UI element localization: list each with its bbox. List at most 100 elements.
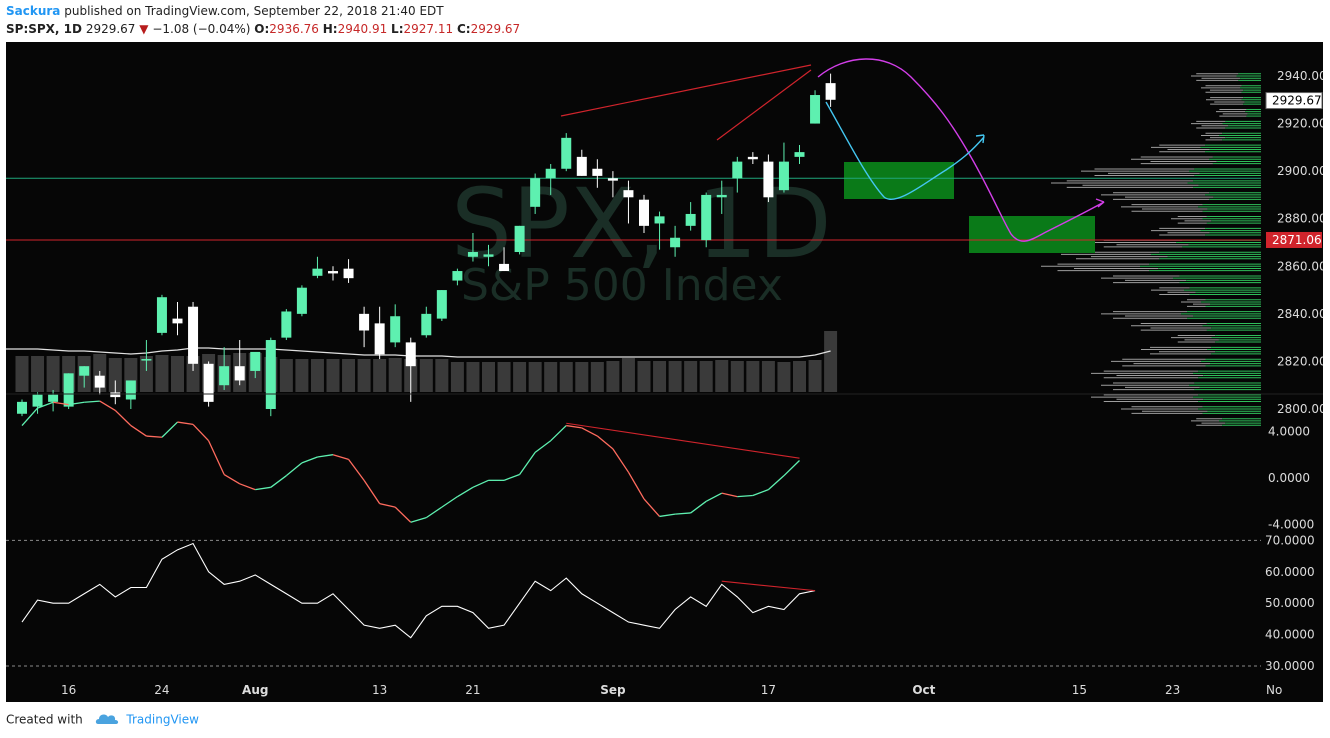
candle-body (172, 318, 183, 324)
macd-segment (177, 421, 194, 426)
candle-body (701, 194, 712, 241)
price-axis-label: 2920.00 (1277, 117, 1323, 131)
rsi-axis-label: 40.0000 (1265, 628, 1315, 642)
candle-body (79, 366, 90, 376)
open-value: 2936.76 (269, 22, 319, 36)
macd-segment (239, 483, 256, 491)
trendline-upper (560, 64, 812, 117)
volume-bar (171, 356, 184, 392)
volume-bar (15, 356, 29, 392)
candle-body (188, 306, 199, 364)
rsi-axis-label: 70.0000 (1265, 533, 1315, 547)
author-link[interactable]: Sackura (6, 4, 61, 18)
candle-body (794, 152, 805, 157)
volume-bar (279, 359, 293, 392)
macd-segment (99, 400, 116, 411)
volume-bar (186, 356, 200, 392)
rsi-axis-label: 30.0000 (1265, 659, 1315, 673)
volume-bar (668, 361, 682, 392)
volume-bar (653, 361, 667, 392)
price-label-text: 2929.67 (1272, 94, 1322, 108)
volume-bar (637, 361, 651, 392)
volume-bar (544, 362, 558, 392)
macd-segment (566, 424, 582, 429)
rsi-line (21, 542, 816, 639)
macd-segment (192, 423, 210, 442)
volume-bar (730, 361, 744, 392)
time-axis-label: 23 (1165, 683, 1180, 697)
price-label-text: 2871.06 (1272, 233, 1322, 247)
price-axis-label: 2860.00 (1277, 259, 1323, 273)
candle-body (483, 254, 494, 257)
price-axis-label: 2840.00 (1277, 307, 1323, 321)
volume-bar (31, 356, 45, 392)
candle-body (281, 311, 292, 338)
macd-segment (317, 454, 334, 458)
volume-bar (342, 359, 356, 392)
candle-body (778, 161, 789, 191)
low-value: 2927.11 (403, 22, 454, 36)
trendline-lower (716, 69, 812, 141)
volume-bar (590, 362, 604, 392)
candle-body (716, 194, 727, 198)
projection-arrow-cyan (975, 134, 985, 144)
volume-bar (606, 361, 620, 392)
high-value: 2940.91 (337, 22, 388, 36)
chart-area[interactable]: SPX, 1D S&P 500 Index 2940.00 2920.00 2900.0… (6, 42, 1323, 702)
candle-body (296, 287, 307, 314)
volume-bar (793, 361, 806, 392)
macd-segment (457, 486, 474, 498)
candle-body (359, 313, 370, 331)
macd-segment (285, 462, 303, 477)
volume-bar (326, 359, 340, 392)
macd-segment (519, 451, 536, 475)
volume-bar (497, 362, 511, 392)
volume-bar (575, 362, 589, 392)
time-axis-label: 15 (1072, 683, 1087, 697)
tradingview-link[interactable]: TradingView (126, 712, 199, 727)
price-axis-label: 2820.00 (1277, 354, 1323, 368)
price-change: −1.08 (−0.04%) (152, 22, 251, 36)
macd-segment (379, 502, 396, 508)
candle-body (328, 271, 338, 274)
price-label-box (1266, 231, 1322, 248)
macd-segment (659, 513, 676, 518)
high-label: H: (322, 22, 338, 36)
candle-body (670, 237, 681, 248)
macd-segment (410, 516, 427, 523)
macd-axis-label: 0.0000 (1268, 471, 1310, 485)
candle-body (141, 359, 152, 361)
macd-segment (627, 471, 645, 500)
chart-canvas[interactable]: SPX, 1DS&P 500 Index2940.002920.002900.0… (6, 42, 1323, 702)
volume-bar (699, 361, 713, 392)
candle-body (576, 156, 587, 176)
candle-body (219, 366, 230, 386)
volume-bar (357, 359, 371, 392)
candle-body (421, 313, 432, 336)
published-text: published on TradingView.com, September … (64, 4, 444, 18)
open-label: O: (254, 22, 270, 36)
macd-segment (596, 435, 614, 450)
volume-bar (559, 362, 573, 392)
candle-body (32, 394, 43, 407)
price-label-box (1265, 92, 1323, 110)
time-axis-label: 24 (154, 683, 169, 697)
projection-path-magenta (817, 58, 1105, 242)
projection-arrow-magenta (1095, 198, 1105, 208)
macd-segment (332, 454, 349, 460)
candle-body (825, 83, 836, 100)
time-axis-label: Aug (242, 683, 268, 697)
candle-body (810, 95, 821, 124)
macd-segment (612, 448, 629, 473)
macd-segment (441, 496, 458, 508)
volume-bar (295, 359, 309, 392)
candle-body (685, 213, 696, 226)
volume-bar (419, 359, 433, 392)
volume-bar (761, 361, 775, 392)
volume-bar (388, 358, 402, 392)
rsi-axis-label: 60.0000 (1265, 565, 1315, 579)
last-price: 2929.67 (85, 22, 136, 36)
candle-body (467, 252, 478, 257)
volume-bar (466, 362, 480, 392)
macd-segment (363, 479, 381, 504)
